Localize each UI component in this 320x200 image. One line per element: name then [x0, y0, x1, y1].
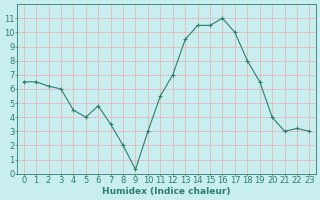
X-axis label: Humidex (Indice chaleur): Humidex (Indice chaleur)	[102, 187, 231, 196]
